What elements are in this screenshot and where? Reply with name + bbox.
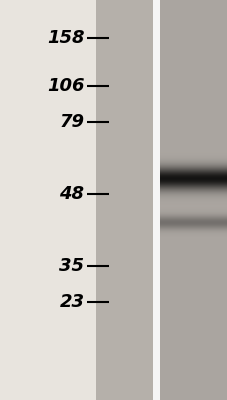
Text: 79: 79 <box>59 113 84 131</box>
Text: 106: 106 <box>47 77 84 95</box>
Text: 48: 48 <box>59 185 84 203</box>
Bar <box>95 0 152 400</box>
Text: 35: 35 <box>59 257 84 275</box>
Bar <box>152 0 159 400</box>
Bar <box>159 0 227 400</box>
Text: 23: 23 <box>59 293 84 311</box>
Text: 158: 158 <box>47 29 84 47</box>
